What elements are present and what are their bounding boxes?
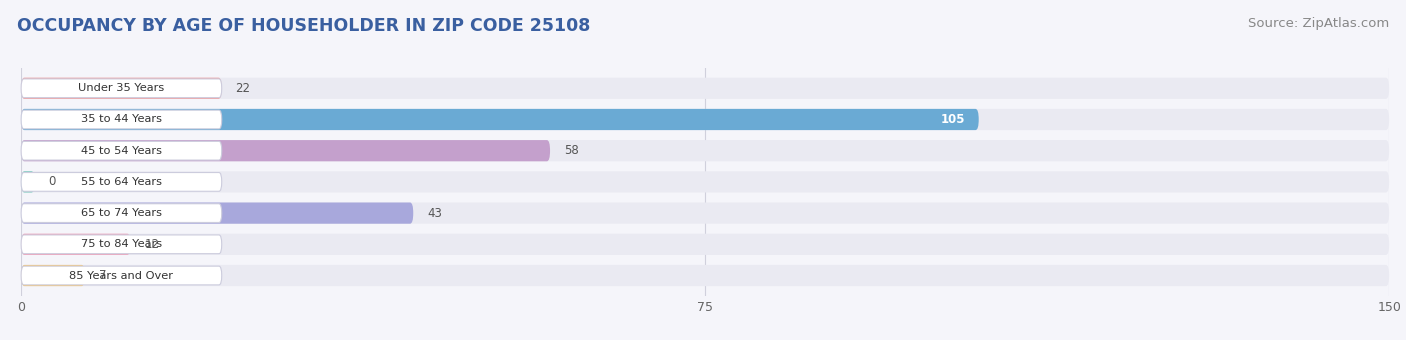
Text: 45 to 54 Years: 45 to 54 Years (82, 146, 162, 156)
FancyBboxPatch shape (21, 265, 1389, 286)
Text: 58: 58 (564, 144, 578, 157)
FancyBboxPatch shape (21, 204, 222, 222)
Text: 35 to 44 Years: 35 to 44 Years (82, 115, 162, 124)
FancyBboxPatch shape (21, 235, 222, 254)
FancyBboxPatch shape (21, 78, 1389, 99)
Text: 65 to 74 Years: 65 to 74 Years (82, 208, 162, 218)
FancyBboxPatch shape (21, 171, 35, 192)
Text: 75 to 84 Years: 75 to 84 Years (82, 239, 162, 249)
Text: 85 Years and Over: 85 Years and Over (69, 271, 173, 280)
FancyBboxPatch shape (21, 140, 550, 161)
Text: 22: 22 (235, 82, 250, 95)
FancyBboxPatch shape (21, 141, 222, 160)
FancyBboxPatch shape (21, 203, 413, 224)
FancyBboxPatch shape (21, 234, 131, 255)
FancyBboxPatch shape (21, 172, 222, 191)
FancyBboxPatch shape (21, 171, 1389, 192)
Text: Under 35 Years: Under 35 Years (79, 83, 165, 93)
Text: 12: 12 (145, 238, 159, 251)
FancyBboxPatch shape (21, 140, 1389, 161)
FancyBboxPatch shape (21, 109, 1389, 130)
Text: 43: 43 (427, 207, 441, 220)
FancyBboxPatch shape (21, 78, 222, 99)
FancyBboxPatch shape (21, 266, 222, 285)
Text: Source: ZipAtlas.com: Source: ZipAtlas.com (1249, 17, 1389, 30)
FancyBboxPatch shape (21, 234, 1389, 255)
Text: 0: 0 (48, 175, 56, 188)
Text: 105: 105 (941, 113, 965, 126)
FancyBboxPatch shape (21, 203, 1389, 224)
Text: OCCUPANCY BY AGE OF HOUSEHOLDER IN ZIP CODE 25108: OCCUPANCY BY AGE OF HOUSEHOLDER IN ZIP C… (17, 17, 591, 35)
FancyBboxPatch shape (21, 265, 84, 286)
Text: 7: 7 (98, 269, 105, 282)
FancyBboxPatch shape (21, 109, 979, 130)
FancyBboxPatch shape (21, 79, 222, 98)
Text: 55 to 64 Years: 55 to 64 Years (82, 177, 162, 187)
FancyBboxPatch shape (21, 110, 222, 129)
